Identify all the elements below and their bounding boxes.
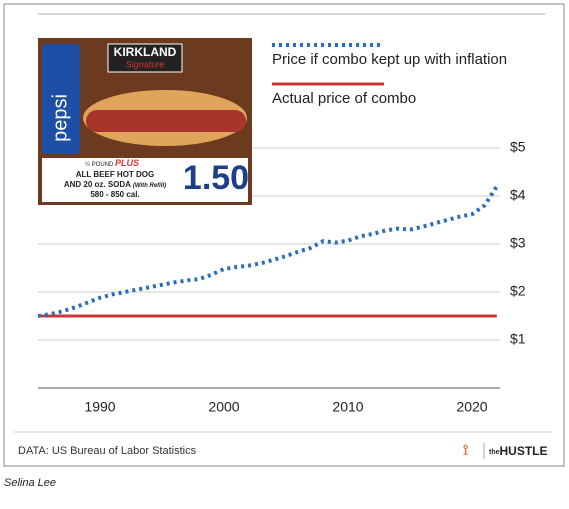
card-text: 580 - 850 cal.: [90, 190, 139, 199]
y-tick-label: $2: [510, 283, 526, 299]
series-line: [37, 185, 499, 318]
y-tick-label: $1: [510, 331, 526, 347]
brand: KIRKLAND: [114, 45, 177, 59]
x-tick-label: 2010: [332, 399, 363, 415]
hotdog: [86, 110, 246, 132]
y-tick-label: $4: [510, 187, 526, 203]
price-card: [42, 158, 248, 202]
y-tick-label: $5: [510, 139, 526, 155]
brand-sub: Signature: [126, 59, 165, 69]
legend-label: Actual price of combo: [272, 90, 416, 107]
y-tick-label: $3: [510, 235, 526, 251]
logo: theHUSTLE: [489, 444, 548, 458]
plot: $1 $2 $3 $4 $5 1990 2000 2010 2020: [37, 139, 526, 415]
x-tick-label: 1990: [84, 399, 115, 415]
brand-box: [107, 43, 183, 73]
card-text: ¼ POUND PLUS: [85, 158, 139, 168]
credit: Selina Lee: [4, 477, 56, 489]
source: DATA: US Bureau of Labor Statistics: [18, 445, 197, 457]
card-text: ALL BEEF HOT DOG: [76, 170, 155, 179]
photo: pepsi KIRKLAND Signature ¼ POUND PLUS AL…: [38, 38, 252, 205]
cup-text: pepsi: [49, 94, 71, 142]
legend-label: Price if combo kept up with inflation: [272, 51, 507, 68]
x-tick-label: 2000: [208, 399, 239, 415]
card-text: AND 20 oz. SODA (With Refill): [64, 180, 166, 189]
logo-icon: ⟟: [463, 442, 468, 458]
card-price: 1.50: [183, 159, 249, 197]
cup: [42, 44, 80, 154]
x-tick-label: 2020: [456, 399, 487, 415]
